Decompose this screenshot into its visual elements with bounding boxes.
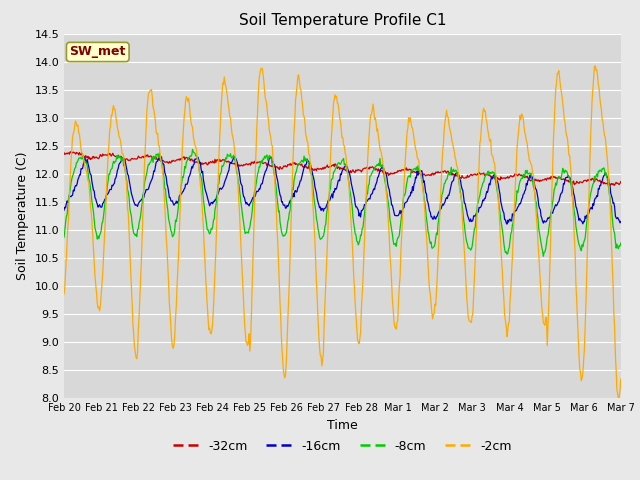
Y-axis label: Soil Temperature (C): Soil Temperature (C): [16, 152, 29, 280]
Title: Soil Temperature Profile C1: Soil Temperature Profile C1: [239, 13, 446, 28]
Text: SW_met: SW_met: [70, 46, 126, 59]
Legend: -32cm, -16cm, -8cm, -2cm: -32cm, -16cm, -8cm, -2cm: [168, 435, 516, 458]
X-axis label: Time: Time: [327, 419, 358, 432]
